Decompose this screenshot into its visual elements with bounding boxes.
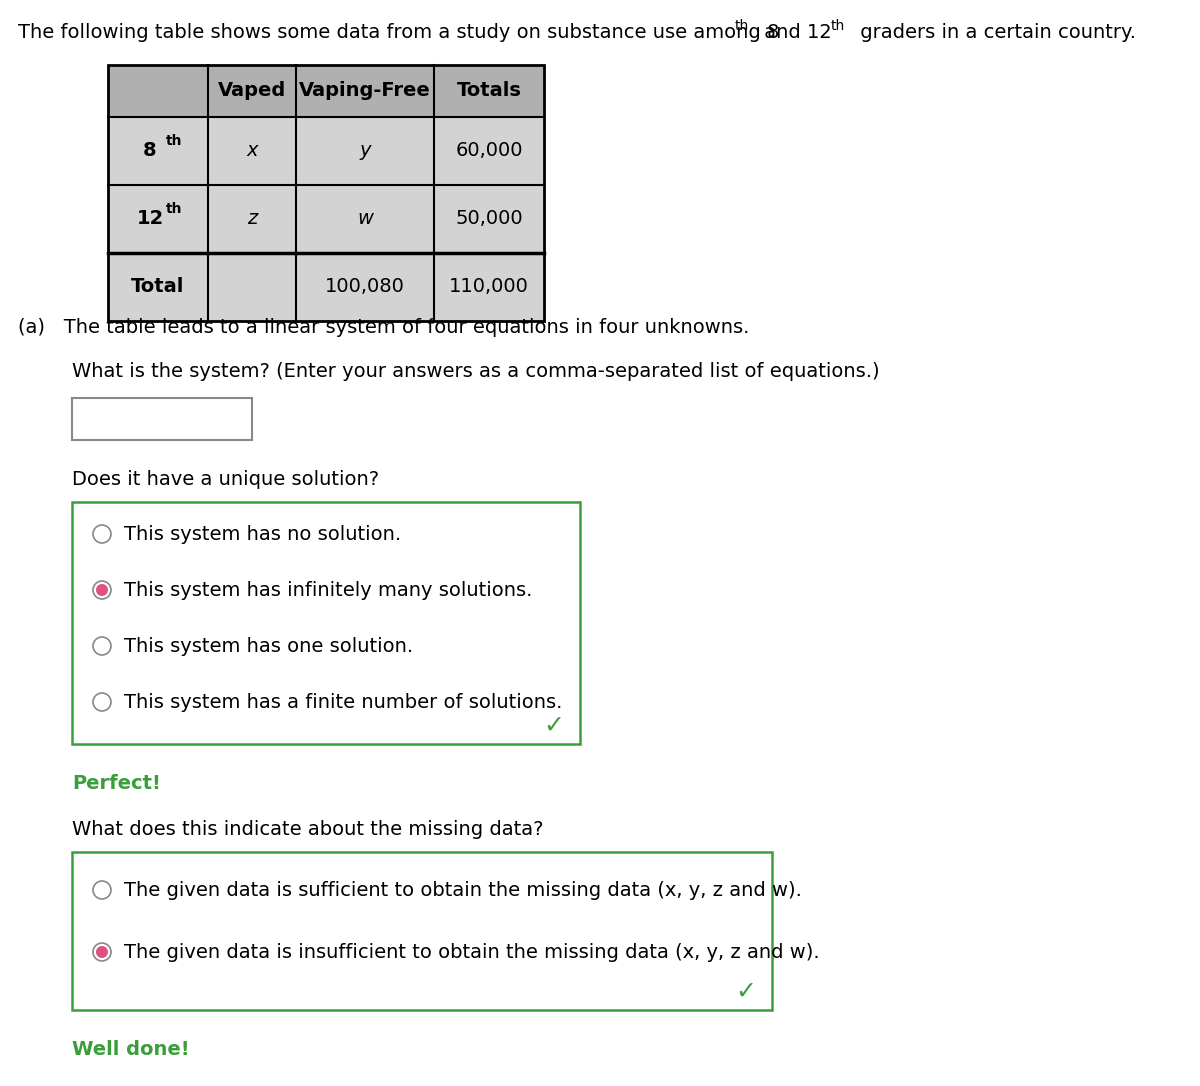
Text: graders in a certain country.: graders in a certain country. [854,23,1136,42]
Text: ✓: ✓ [734,980,756,1003]
Text: y: y [359,141,371,161]
Text: w: w [358,210,373,228]
Bar [108,253,208,321]
Bar [208,185,296,253]
Bar [296,253,434,321]
Bar [208,253,296,321]
Circle shape [94,881,112,899]
Bar [296,185,434,253]
Text: 110,000: 110,000 [449,278,529,296]
Circle shape [94,693,112,711]
Text: 100,080: 100,080 [325,278,404,296]
Text: th: th [166,202,182,216]
Text: 8: 8 [143,141,157,161]
Text: Totals: Totals [456,81,522,101]
Circle shape [94,637,112,655]
Circle shape [94,581,112,599]
Text: 50,000: 50,000 [455,210,523,228]
Bar [208,65,296,117]
Text: This system has a finite number of solutions.: This system has a finite number of solut… [124,693,563,711]
Bar [434,185,544,253]
Circle shape [96,584,108,596]
Text: Vaping-Free: Vaping-Free [299,81,431,101]
Text: This system has one solution.: This system has one solution. [124,636,413,656]
Bar [434,65,544,117]
Text: What is the system? (Enter your answers as a comma-separated list of equations.): What is the system? (Enter your answers … [72,362,880,381]
Text: 12: 12 [137,210,163,228]
Bar [72,853,772,1010]
Circle shape [94,525,112,543]
Text: x: x [246,141,258,161]
Bar [108,117,208,185]
Text: This system has infinitely many solutions.: This system has infinitely many solution… [124,581,533,599]
Text: The given data is sufficient to obtain the missing data (x, y, z and w).: The given data is sufficient to obtain t… [124,881,802,899]
Bar [434,117,544,185]
Text: z: z [247,210,257,228]
Bar [296,65,434,117]
Text: and 12: and 12 [758,23,832,42]
Text: (a)   The table leads to a linear system of four equations in four unknowns.: (a) The table leads to a linear system o… [18,318,749,337]
Text: What does this indicate about the missing data?: What does this indicate about the missin… [72,820,544,839]
Text: The given data is insufficient to obtain the missing data (x, y, z and w).: The given data is insufficient to obtain… [124,943,820,961]
Bar [108,65,544,321]
Text: Well done!: Well done! [72,1040,190,1059]
Text: 60,000: 60,000 [455,141,523,161]
Bar [434,253,544,321]
Bar [208,117,296,185]
Bar [108,185,208,253]
Text: Does it have a unique solution?: Does it have a unique solution? [72,470,379,489]
Circle shape [96,946,108,958]
Bar [72,502,580,744]
Text: ✓: ✓ [542,714,564,738]
Bar [296,117,434,185]
Text: This system has no solution.: This system has no solution. [124,525,401,543]
Circle shape [94,943,112,961]
Text: Perfect!: Perfect! [72,774,161,793]
Bar [108,65,208,117]
Text: Total: Total [131,278,185,296]
Text: The following table shows some data from a study on substance use among 8: The following table shows some data from… [18,23,779,42]
Text: Vaped: Vaped [218,81,286,101]
Bar [72,397,252,440]
Text: th: th [830,18,845,33]
Text: th: th [734,18,749,33]
Text: th: th [166,134,182,148]
